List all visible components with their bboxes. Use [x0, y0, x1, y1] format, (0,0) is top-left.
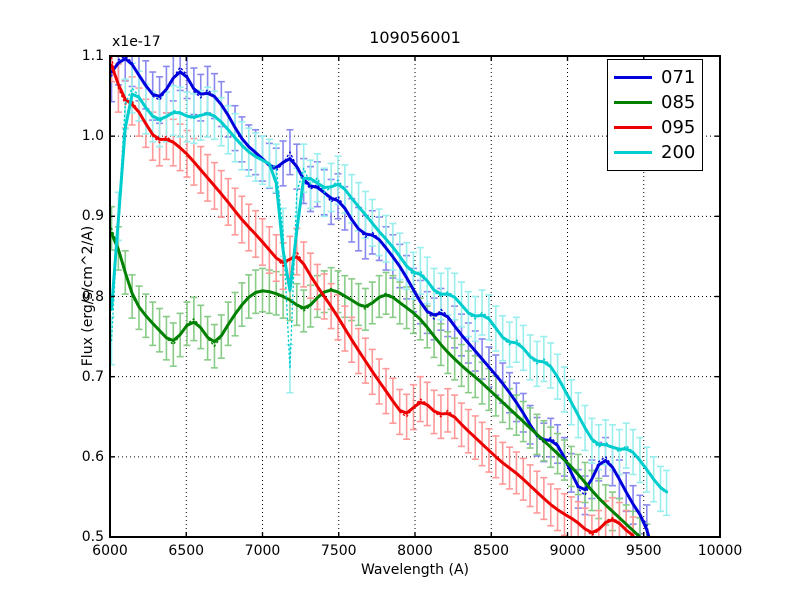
x-tick-label-2: 7000	[244, 543, 281, 559]
y-tick-label-5: 1.0	[81, 128, 104, 145]
x-tick-label-8: 10000	[697, 543, 743, 559]
legend-label-200: 200	[661, 141, 696, 163]
y-tick-label-0: 0.5	[81, 529, 104, 545]
data-series-layer	[110, 56, 671, 537]
x-tick-label-7: 9500	[625, 543, 662, 559]
y-tick-label-3: 0.8	[81, 288, 104, 305]
legend-item-200[interactable]: 200	[614, 140, 695, 165]
chart-title: 109056001	[369, 28, 461, 47]
x-tick-label-1: 6500	[168, 543, 205, 559]
y-tick-label-2: 0.7	[81, 368, 104, 385]
legend-item-095[interactable]: 095	[614, 115, 695, 140]
legend-line-swatch-071	[614, 76, 652, 79]
legend-line-swatch-200	[614, 151, 652, 154]
legend-line-swatch-085	[614, 101, 652, 104]
y-tick-label-1: 0.6	[81, 448, 104, 465]
y-tick-label-4: 0.9	[81, 208, 104, 225]
legend-item-085[interactable]: 085	[614, 90, 695, 115]
x-tick-label-0: 6000	[92, 543, 128, 559]
x-axis-title: Wavelength (A)	[360, 562, 469, 578]
x-tick-label-3: 7500	[320, 543, 357, 559]
legend-label-071: 071	[661, 66, 696, 88]
x-tick-label-6: 9000	[549, 543, 586, 559]
y-axis-exponent-label: x1e-17	[112, 34, 161, 50]
x-tick-label-4: 8000	[397, 543, 433, 559]
y-tick-label-6: 1.1	[81, 48, 104, 64]
legend-label-085: 085	[661, 91, 696, 113]
legend-line-swatch-095	[614, 126, 652, 129]
legend-label-095: 095	[661, 116, 696, 138]
legend-box: 071 085 095 200	[607, 59, 704, 171]
x-tick-label-5: 8500	[473, 543, 510, 559]
legend-item-071[interactable]: 071	[614, 65, 695, 90]
